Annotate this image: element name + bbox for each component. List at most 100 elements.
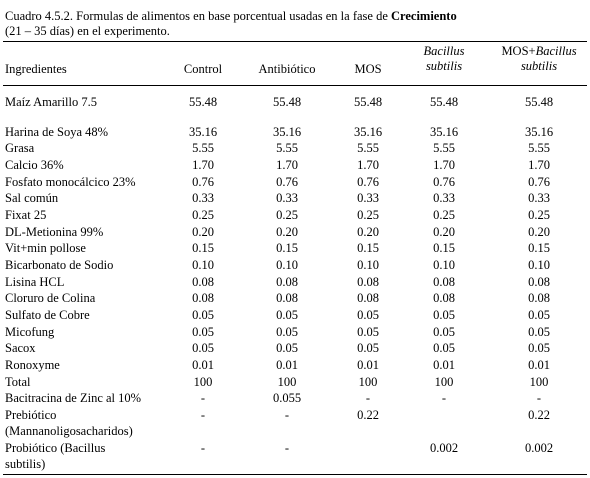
table-row: Harina de Soya 48% 35.16 35.16 35.16 35.16 35… xyxy=(0,124,590,140)
value-bacillus: 35.16 xyxy=(429,125,459,139)
table-row: Sulfato de Cobre 0.05 0.05 0.05 0.05 0.05 xyxy=(0,307,590,323)
value-bacillus: 0.33 xyxy=(433,191,455,205)
value-antibiotic: 0.05 xyxy=(276,325,298,339)
value-mos-bacillus: 55.48 xyxy=(524,95,554,109)
ingredient-name: Fosfato monocálcico 23% xyxy=(5,175,136,189)
header-mos: MOS xyxy=(354,62,382,76)
ingredient-name: Fixat 25 xyxy=(5,208,47,222)
table-row: Micofung 0.05 0.05 0.05 0.05 0.05 xyxy=(0,324,590,340)
ingredient-name: Total xyxy=(5,375,31,389)
table-row: Probiótico (Bacillus subtilis) - - 0.002 0.00… xyxy=(0,440,590,472)
header-mosbac-plain: MOS+ xyxy=(501,44,536,58)
value-control: 0.20 xyxy=(192,225,214,239)
ingredient-name: Prebiótico (Mannanoligosacharidos) xyxy=(5,407,133,439)
value-mos: 35.16 xyxy=(353,125,383,139)
value-mos-bacillus: 0.05 xyxy=(528,341,550,355)
table-row: Fosfato monocálcico 23% 0.76 0.76 0.76 0.76 0… xyxy=(0,174,590,190)
value-control: - xyxy=(200,408,206,422)
value-antibiotic: 0.20 xyxy=(276,225,298,239)
value-mos: 55.48 xyxy=(353,95,383,109)
header-mos-bacillus: MOS+Bacillus subtilis xyxy=(501,44,576,74)
value-mos-bacillus: 35.16 xyxy=(524,125,554,139)
value-antibiotic: 0.25 xyxy=(276,208,298,222)
value-control: 0.05 xyxy=(192,325,214,339)
value-mos-bacillus: 0.22 xyxy=(528,408,550,422)
value-mos: 0.33 xyxy=(357,191,379,205)
value-bacillus: 0.08 xyxy=(433,275,455,289)
value-mos: 5.55 xyxy=(357,141,379,155)
table-row: Bacitracina de Zinc al 10% - 0.055 - - - xyxy=(0,390,590,406)
ingredient-name: Sal común xyxy=(5,191,59,205)
ingredient-name-line2: subtilis) xyxy=(5,457,46,471)
ingredient-name: Grasa xyxy=(5,141,35,155)
table-caption: Cuadro 4.5.2. Formulas de alimentos en b… xyxy=(5,9,585,39)
value-control: 0.33 xyxy=(192,191,214,205)
value-antibiotic: 5.55 xyxy=(276,141,298,155)
header-bacillus: Bacillus subtilis xyxy=(424,44,465,74)
value-control: 1.70 xyxy=(192,158,214,172)
value-bacillus: 100 xyxy=(434,375,454,389)
value-mos: 0.25 xyxy=(357,208,379,222)
caption-prefix: Cuadro 4.5.2. Formulas de alimentos en b… xyxy=(5,9,391,23)
table-row: Fixat 25 0.25 0.25 0.25 0.25 0.25 xyxy=(0,207,590,223)
value-antibiotic: 100 xyxy=(277,375,297,389)
value-control: 100 xyxy=(193,375,213,389)
ingredient-name: Bacitracina de Zinc al 10% xyxy=(5,391,142,405)
value-mos: 0.15 xyxy=(357,241,379,255)
value-mos-bacillus: 0.25 xyxy=(528,208,550,222)
value-bacillus: 0.05 xyxy=(433,308,455,322)
value-control: 35.16 xyxy=(188,125,218,139)
value-bacillus: - xyxy=(441,391,447,405)
ingredient-name: Ronoxyme xyxy=(5,358,60,372)
value-bacillus: 0.002 xyxy=(429,441,459,455)
value-mos-bacillus: 0.002 xyxy=(524,441,554,455)
value-antibiotic: 55.48 xyxy=(272,95,302,109)
table-row: DL-Metionina 99% 0.20 0.20 0.20 0.20 0.20 xyxy=(0,224,590,240)
value-bacillus: 1.70 xyxy=(433,158,455,172)
header-bacillus-line1: Bacillus xyxy=(423,44,465,58)
value-control: 0.10 xyxy=(192,258,214,272)
value-antibiotic: 0.10 xyxy=(276,258,298,272)
value-control: 0.01 xyxy=(192,358,214,372)
value-antibiotic: 0.08 xyxy=(276,275,298,289)
value-mos: 0.05 xyxy=(357,325,379,339)
ingredient-name: Calcio 36% xyxy=(5,158,64,172)
value-mos: 1.70 xyxy=(357,158,379,172)
value-bacillus: 5.55 xyxy=(433,141,455,155)
value-mos-bacillus: 0.01 xyxy=(528,358,550,372)
value-bacillus: 0.05 xyxy=(433,341,455,355)
value-antibiotic: 0.01 xyxy=(276,358,298,372)
table-row: Lisina HCL 0.08 0.08 0.08 0.08 0.08 xyxy=(0,274,590,290)
value-bacillus: 55.48 xyxy=(429,95,459,109)
value-control: - xyxy=(200,441,206,455)
table-row: Sacox 0.05 0.05 0.05 0.05 0.05 xyxy=(0,340,590,356)
table-row: Grasa 5.55 5.55 5.55 5.55 5.55 xyxy=(0,140,590,156)
value-mos-bacillus: 5.55 xyxy=(528,141,550,155)
value-mos: 0.08 xyxy=(357,291,379,305)
bottom-rule xyxy=(3,474,587,475)
top-rule xyxy=(3,41,587,42)
header-antibiotic: Antibiótico xyxy=(258,62,316,76)
header-mosbac-italic: Bacillus xyxy=(535,44,577,58)
ingredient-name: Maíz Amarillo 7.5 xyxy=(5,95,97,109)
header-control: Control xyxy=(183,62,223,76)
value-mos-bacillus: - xyxy=(536,391,542,405)
value-antibiotic: 0.055 xyxy=(272,391,302,405)
value-control: 55.48 xyxy=(188,95,218,109)
table-row: Sal común 0.33 0.33 0.33 0.33 0.33 xyxy=(0,190,590,206)
value-antibiotic: 0.15 xyxy=(276,241,298,255)
value-antibiotic: - xyxy=(284,408,290,422)
value-mos-bacillus: 0.20 xyxy=(528,225,550,239)
header-ingredients: Ingredientes xyxy=(5,62,67,76)
value-mos-bacillus: 0.76 xyxy=(528,175,550,189)
value-control: - xyxy=(200,391,206,405)
value-mos: 0.22 xyxy=(357,408,379,422)
value-control: 0.08 xyxy=(192,275,214,289)
value-mos: 0.10 xyxy=(357,258,379,272)
table-row: Vit+min pollose 0.15 0.15 0.15 0.15 0.15 xyxy=(0,240,590,256)
ingredient-name: Probiótico (Bacillus subtilis) xyxy=(5,440,105,472)
table-row: Ronoxyme 0.01 0.01 0.01 0.01 0.01 xyxy=(0,357,590,373)
value-mos-bacillus: 0.05 xyxy=(528,308,550,322)
ingredient-name-line1: Probiótico (Bacillus xyxy=(5,441,106,455)
value-bacillus: 0.08 xyxy=(433,291,455,305)
